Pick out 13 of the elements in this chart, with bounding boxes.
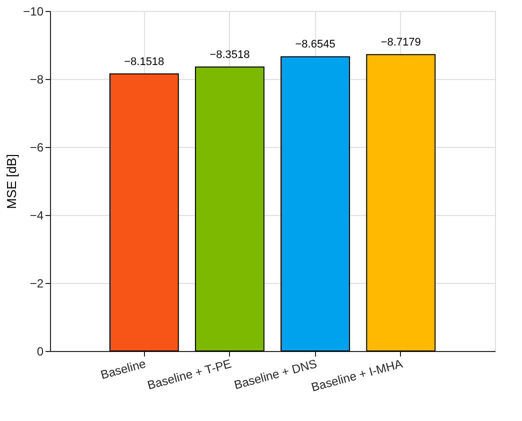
y-tick-label: −6	[30, 140, 44, 154]
y-axis-title: MSE [dB]	[4, 154, 20, 209]
y-tick-label: −2	[30, 276, 44, 290]
x-tick-label: Baseline + T-PE	[146, 356, 233, 392]
y-tick-label: −4	[30, 208, 44, 222]
y-tick-label: −8	[30, 72, 44, 86]
data-label: −8.3518	[210, 49, 250, 62]
data-label: −8.7179	[380, 36, 421, 49]
y-tick-label: 0	[36, 344, 44, 358]
data-label: −8.6545	[295, 38, 336, 51]
data-label: −8.1518	[124, 56, 164, 68]
x-tick-label: Baseline	[99, 356, 148, 382]
y-tick-label: −10	[23, 4, 44, 18]
